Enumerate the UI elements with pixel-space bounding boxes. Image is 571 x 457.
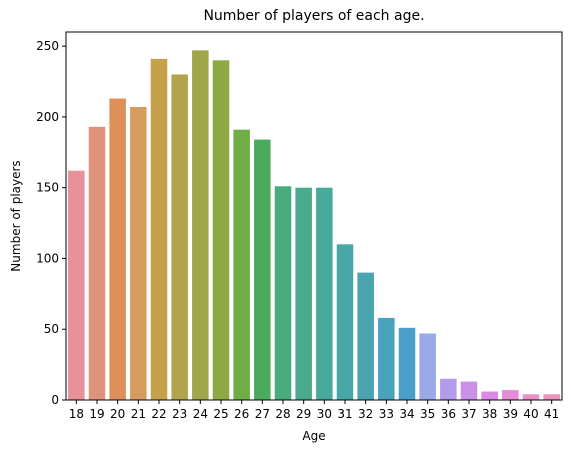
bar-age-20 <box>109 98 126 401</box>
chart-title: Number of players of each age. <box>203 8 424 24</box>
bar-age-23 <box>171 74 188 401</box>
axes-frame <box>65 31 563 401</box>
bar-age-40 <box>522 394 540 400</box>
x-tick-label: 30 <box>317 407 332 421</box>
x-axis-title: Age <box>302 429 325 443</box>
bar-age-19 <box>88 126 106 400</box>
x-tick-label: 32 <box>358 407 373 421</box>
x-tick-label: 38 <box>482 407 497 421</box>
bar-age-29 <box>295 187 312 400</box>
x-tick-label: 22 <box>151 407 166 421</box>
bar-age-39 <box>502 390 519 400</box>
x-tick-label: 21 <box>131 407 146 421</box>
x-tick-label: 37 <box>461 407 476 421</box>
bar-age-21 <box>130 107 147 401</box>
x-tick-label: 31 <box>337 407 352 421</box>
bar-age-32 <box>357 272 374 400</box>
x-tick-label: 29 <box>296 407 311 421</box>
x-tick-label: 18 <box>69 407 84 421</box>
bar-age-26 <box>233 129 250 400</box>
x-tick-label: 34 <box>399 407 414 421</box>
bar-age-28 <box>274 186 292 400</box>
bar-age-38 <box>481 391 498 400</box>
bar-age-24 <box>192 50 209 401</box>
bar-age-41 <box>543 394 560 400</box>
x-tick-label: 36 <box>441 407 456 421</box>
bar-age-34 <box>398 327 416 400</box>
y-tick-label: 200 <box>36 110 59 124</box>
x-tick-label: 41 <box>544 407 559 421</box>
bar-age-27 <box>254 139 271 400</box>
x-tick-label: 39 <box>503 407 518 421</box>
x-tick-label: 20 <box>110 407 125 421</box>
bar-age-37 <box>460 381 478 400</box>
bar-age-25 <box>212 60 230 401</box>
x-tick-label: 35 <box>420 407 435 421</box>
bar-age-30 <box>316 187 333 400</box>
x-tick-label: 24 <box>193 407 208 421</box>
x-tick-label: 19 <box>89 407 104 421</box>
y-axis-title: Number of players <box>9 160 23 271</box>
x-tick-label: 23 <box>172 407 187 421</box>
y-tick-label: 250 <box>36 39 59 53</box>
x-ticks-group: 18 19 20 21 22 23 24 25 26 27 28 29 30 31 32 33 34 35 36 37… <box>69 400 559 421</box>
y-tick-label: 150 <box>36 181 59 195</box>
x-tick-label: 27 <box>255 407 270 421</box>
y-ticks-group: 0 50 100 150 200 250 <box>36 39 66 407</box>
bar-age-35 <box>419 333 436 400</box>
x-tick-label: 25 <box>213 407 228 421</box>
bars-group <box>68 50 560 401</box>
x-tick-label: 28 <box>275 407 290 421</box>
bar-age-18 <box>68 170 85 400</box>
x-tick-label: 33 <box>379 407 394 421</box>
y-tick-label: 100 <box>36 251 59 265</box>
bar-age-22 <box>150 58 168 400</box>
bar-age-33 <box>378 317 395 400</box>
axes-group <box>65 31 563 401</box>
bar-age-31 <box>336 244 354 400</box>
y-tick-label: 0 <box>51 393 59 407</box>
x-tick-label: 26 <box>234 407 249 421</box>
x-tick-label: 40 <box>523 407 538 421</box>
bar-age-36 <box>440 378 457 400</box>
y-tick-label: 50 <box>44 322 59 336</box>
